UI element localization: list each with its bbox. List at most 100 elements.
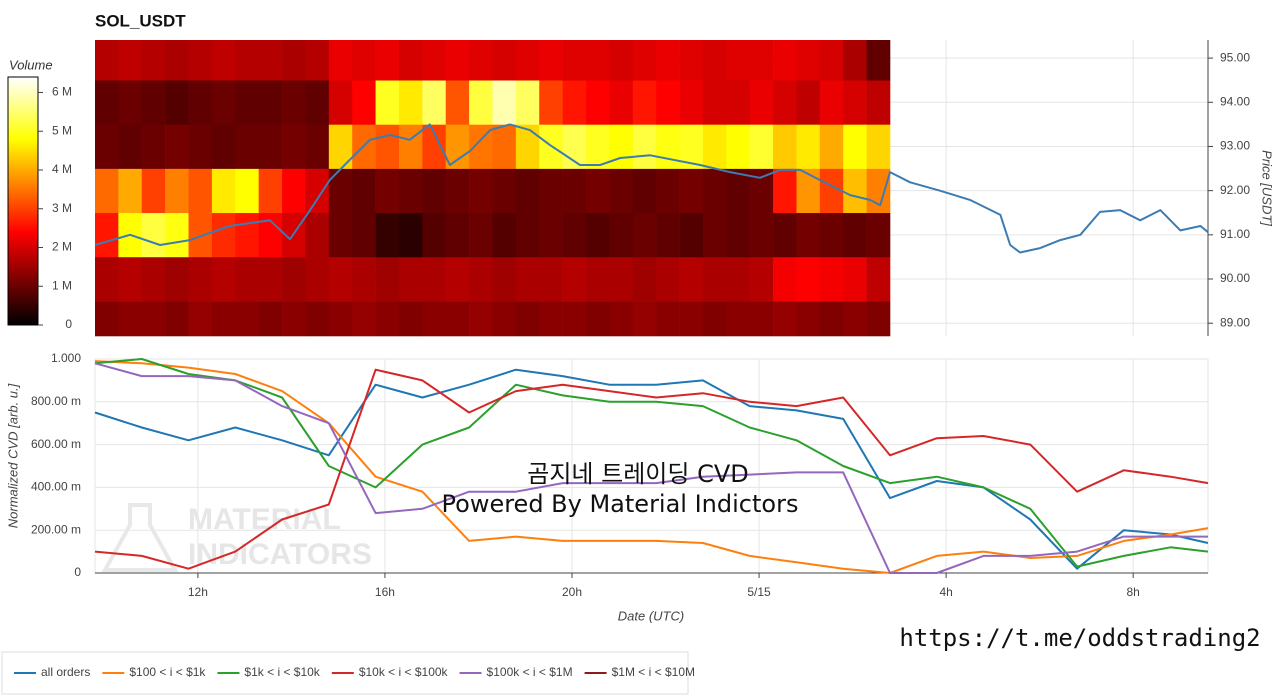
heatmap-cell <box>95 80 119 125</box>
heatmap-cell <box>656 212 680 258</box>
heatmap-cell <box>679 124 704 169</box>
y-tick-label: 0 <box>74 565 81 579</box>
heatmap-cell <box>586 212 610 258</box>
x-tick-label: 12h <box>188 585 208 599</box>
heatmap-cell <box>679 168 704 214</box>
heatmap-cell <box>258 40 283 81</box>
heatmap-cell <box>282 40 306 81</box>
heatmap-cell <box>749 124 774 169</box>
heatmap-cell <box>492 124 517 169</box>
heatmap-cell <box>819 168 844 214</box>
heatmap-cell <box>211 301 236 337</box>
legend-label: $100k < i < $1M <box>487 665 573 679</box>
heatmap-cell <box>211 256 236 302</box>
heatmap-cell <box>118 124 143 169</box>
heatmap-cell <box>188 301 213 337</box>
y-tick-label: 93.00 <box>1220 139 1250 153</box>
heatmap-cell <box>352 168 376 214</box>
heatmap-cell <box>515 256 540 302</box>
colorbar-tick-label: 5 M <box>52 123 72 137</box>
heatmap-cell <box>819 301 844 337</box>
heatmap-cell <box>656 301 680 337</box>
heatmap-cell <box>726 301 751 337</box>
heatmap-cell <box>843 124 867 169</box>
heatmap-cell <box>398 301 423 337</box>
heatmap-cell <box>188 80 213 125</box>
heatmap-cell <box>258 256 283 302</box>
heatmap-cell <box>749 80 774 125</box>
line <box>94 368 1209 570</box>
heatmap-cell <box>211 80 236 125</box>
heatmap-cell <box>469 40 493 81</box>
heatmap-cell <box>749 40 774 81</box>
heatmap-cell <box>609 80 634 125</box>
heatmap-cell <box>398 124 423 169</box>
heatmap-cell <box>586 80 610 125</box>
heatmap-cell <box>562 301 587 337</box>
heatmap-cell <box>726 256 751 302</box>
heatmap-cell <box>796 256 821 302</box>
heatmap-cell <box>679 256 704 302</box>
heatmap-cell <box>211 124 236 169</box>
heatmap-cell <box>258 212 283 258</box>
legend-label: $10k < i < $100k <box>359 665 449 679</box>
y-tick-label: 800.00 m <box>31 394 81 408</box>
heatmap-cell <box>165 124 189 169</box>
y-tick-label: 95.00 <box>1220 50 1250 64</box>
heatmap-cell <box>469 124 493 169</box>
heatmap-cell <box>726 168 751 214</box>
heatmap-cell <box>773 212 797 258</box>
heatmap-cell <box>141 212 166 258</box>
heatmap-cell <box>866 40 891 81</box>
heatmap-cell <box>422 124 447 169</box>
x-tick-label: 5/15 <box>747 585 771 599</box>
heatmap-cell <box>398 168 423 214</box>
heatmap-cell <box>422 80 447 125</box>
heatmap-cell <box>398 256 423 302</box>
heatmap-cell <box>141 124 166 169</box>
colorbar-tick-label: 4 M <box>52 162 72 176</box>
heatmap-cell <box>702 124 727 169</box>
line <box>94 358 1209 568</box>
heatmap-cell <box>352 80 376 125</box>
heatmap-cell <box>305 40 330 81</box>
x-tick-label: 16h <box>375 585 395 599</box>
heatmap-cell <box>679 301 704 337</box>
heatmap-cell <box>165 168 189 214</box>
heatmap-cell <box>445 80 470 125</box>
heatmap-cell <box>586 40 610 81</box>
heatmap-cell <box>235 301 259 337</box>
heatmap-cell <box>819 40 844 81</box>
heatmap-cell <box>515 212 540 258</box>
logo-icon <box>101 503 179 572</box>
heatmap-cell <box>843 40 867 81</box>
y-tick-label: 600.00 m <box>31 437 81 451</box>
heatmap-cell <box>562 80 587 125</box>
heatmap-cell <box>375 212 400 258</box>
heatmap-cell <box>796 301 821 337</box>
heatmap-cell <box>95 256 119 302</box>
heatmap-cell <box>702 80 727 125</box>
y-tick-label: 89.00 <box>1220 315 1250 329</box>
heatmap-cell <box>515 168 540 214</box>
heatmap-cell <box>469 212 493 258</box>
colorbar-tick-label: 0 <box>65 317 72 331</box>
heatmap-cell <box>375 256 400 302</box>
heatmap-cell <box>515 124 540 169</box>
heatmap-cell <box>866 256 891 302</box>
y-tick-label: 91.00 <box>1220 227 1250 241</box>
heatmap-cell <box>773 301 797 337</box>
heatmap-cell <box>632 301 657 337</box>
heatmap-cell <box>609 256 634 302</box>
heatmap-cell <box>749 256 774 302</box>
heatmap-cell <box>141 168 166 214</box>
heatmap-cell <box>95 124 119 169</box>
heatmap-cell <box>726 124 751 169</box>
heatmap-cell <box>282 168 306 214</box>
heatmap-cell <box>866 80 891 125</box>
heatmap-cell <box>422 40 447 81</box>
heatmap-cell <box>562 40 587 81</box>
plot-area <box>94 358 1209 574</box>
heatmap-cell <box>609 124 634 169</box>
heatmap-cell <box>679 80 704 125</box>
